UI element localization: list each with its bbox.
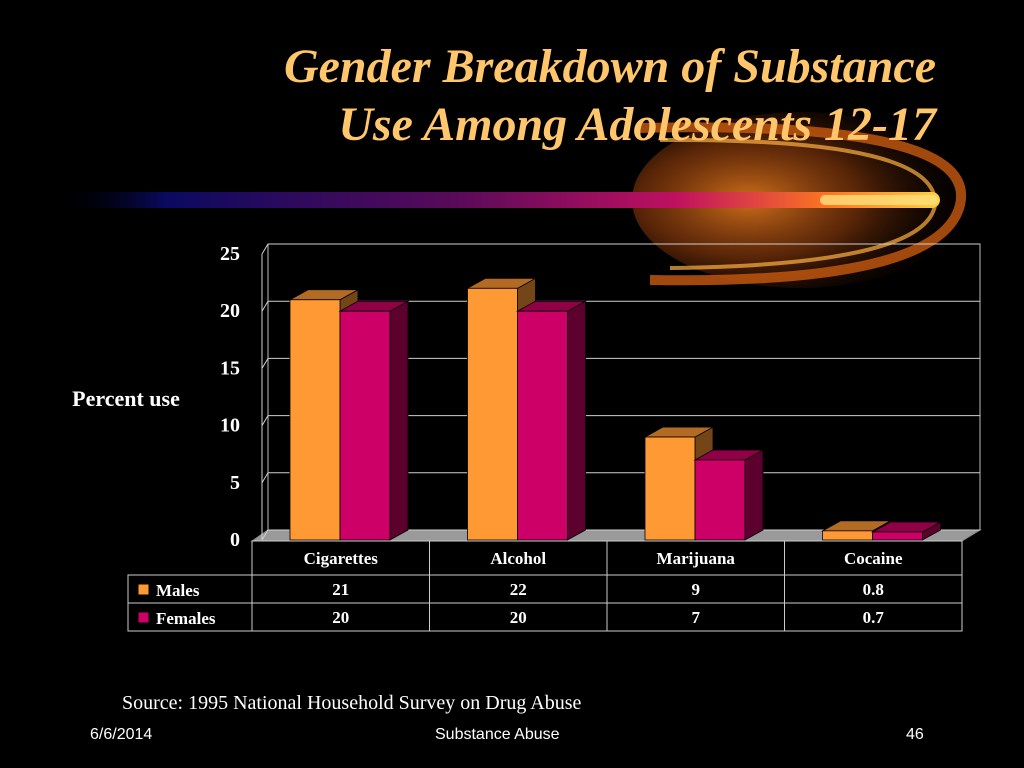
y-tick-label: 25 [220,243,240,265]
gridline-side [261,415,269,426]
source-note: Source: 1995 National Household Survey o… [122,692,582,714]
data-label: 20 [332,608,349,627]
category-label: Cocaine [844,549,903,568]
footer-title: Substance Abuse [435,726,560,743]
data-label: 22 [510,580,527,599]
category-label: Alcohol [490,549,546,568]
footer-date: 6/6/2014 [90,726,153,743]
bar-females-alcohol [517,310,568,541]
title-line-1: Gender Breakdown of Substance [283,40,936,93]
gridline-side [261,358,269,369]
gridline-side [261,529,269,541]
data-label: 20 [510,608,527,627]
data-label: 0.7 [863,608,885,627]
page-number: 46 [906,726,924,743]
bar-side [389,300,409,541]
y-tick-label: 0 [230,529,240,551]
title-line-2: Use Among Adolescents 12-17 [338,98,936,151]
data-label: 7 [692,608,701,627]
y-tick-label: 5 [230,472,240,494]
legend-swatch-males [137,583,150,596]
y-tick-label: 10 [220,415,240,437]
bar-females-cigarettes [339,310,391,541]
bar-side [567,300,586,541]
data-label: 0.8 [863,580,884,599]
legend-swatch-females [137,611,150,624]
legend-label: Females [156,609,216,628]
gridline-side [261,243,269,255]
slide-title: Gender Breakdown of Substance Use Among … [36,38,936,154]
legend-label: Males [156,581,200,600]
bar-side [744,449,764,541]
bar-females-cocaine [872,531,923,541]
bar-males-cigarettes [289,299,341,541]
category-label: Marijuana [657,549,736,568]
y-axis-label: Percent use [72,386,180,411]
bar-males-alcohol [467,287,518,541]
bar-males-marijuana [644,436,696,541]
bar-males-cocaine [822,530,873,541]
y-tick-label: 20 [220,300,240,322]
gridline-side [261,472,269,484]
bar-females-marijuana [694,459,746,541]
data-label: 9 [692,580,701,599]
y-tick-label: 15 [220,357,240,379]
category-label: Cigarettes [304,549,379,568]
gridline-side [261,300,269,312]
data-label: 21 [332,580,349,599]
